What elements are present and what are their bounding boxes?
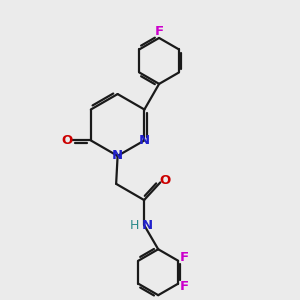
Text: F: F	[180, 251, 189, 264]
Text: F: F	[180, 280, 189, 293]
Text: O: O	[160, 173, 171, 187]
Text: H: H	[130, 219, 140, 232]
Text: O: O	[61, 134, 72, 147]
Text: F: F	[154, 25, 164, 38]
Text: N: N	[112, 149, 123, 162]
Text: N: N	[139, 134, 150, 147]
Text: N: N	[142, 219, 153, 232]
